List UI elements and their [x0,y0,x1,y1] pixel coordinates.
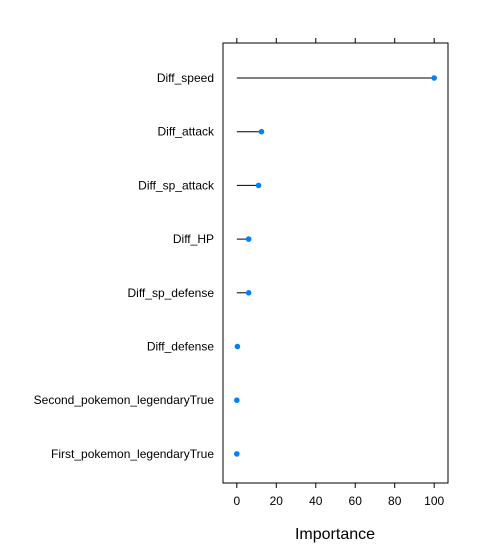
x-tick-label: 20 [270,494,284,508]
category-label: First_pokemon_legendaryTrue [51,447,214,461]
importance-point [255,182,262,189]
category-label: Diff_attack [158,125,215,139]
importance-point [234,343,241,350]
importance-point [245,236,252,242]
plot-frame [222,42,449,484]
x-tick-label: 60 [349,494,363,508]
importance-point [258,128,265,135]
category-label: Diff_HP [173,232,214,246]
category-labels: Diff_speed Diff_attack Diff_sp_attack Diff_… [34,71,215,461]
x-tick-label: 100 [424,494,444,508]
x-tick-label: 0 [233,494,240,508]
x-axis-title: Importance [295,526,375,543]
x-tick-label: 80 [388,494,402,508]
importance-point [234,451,240,457]
importance-point [245,290,252,296]
category-label: Diff_sp_defense [127,286,214,300]
importance-point [431,75,437,81]
tick-labels: 0 20 40 60 80 100 [233,494,444,508]
category-label: Diff_speed [157,71,214,85]
chart-marks [234,75,437,457]
category-label: Diff_defense [147,340,214,354]
category-label: Second_pokemon_legendaryTrue [34,393,215,407]
x-tick-label: 40 [309,494,323,508]
category-label: Diff_sp_attack [138,178,215,192]
importance-point [234,397,240,404]
tick-marks [236,38,435,488]
